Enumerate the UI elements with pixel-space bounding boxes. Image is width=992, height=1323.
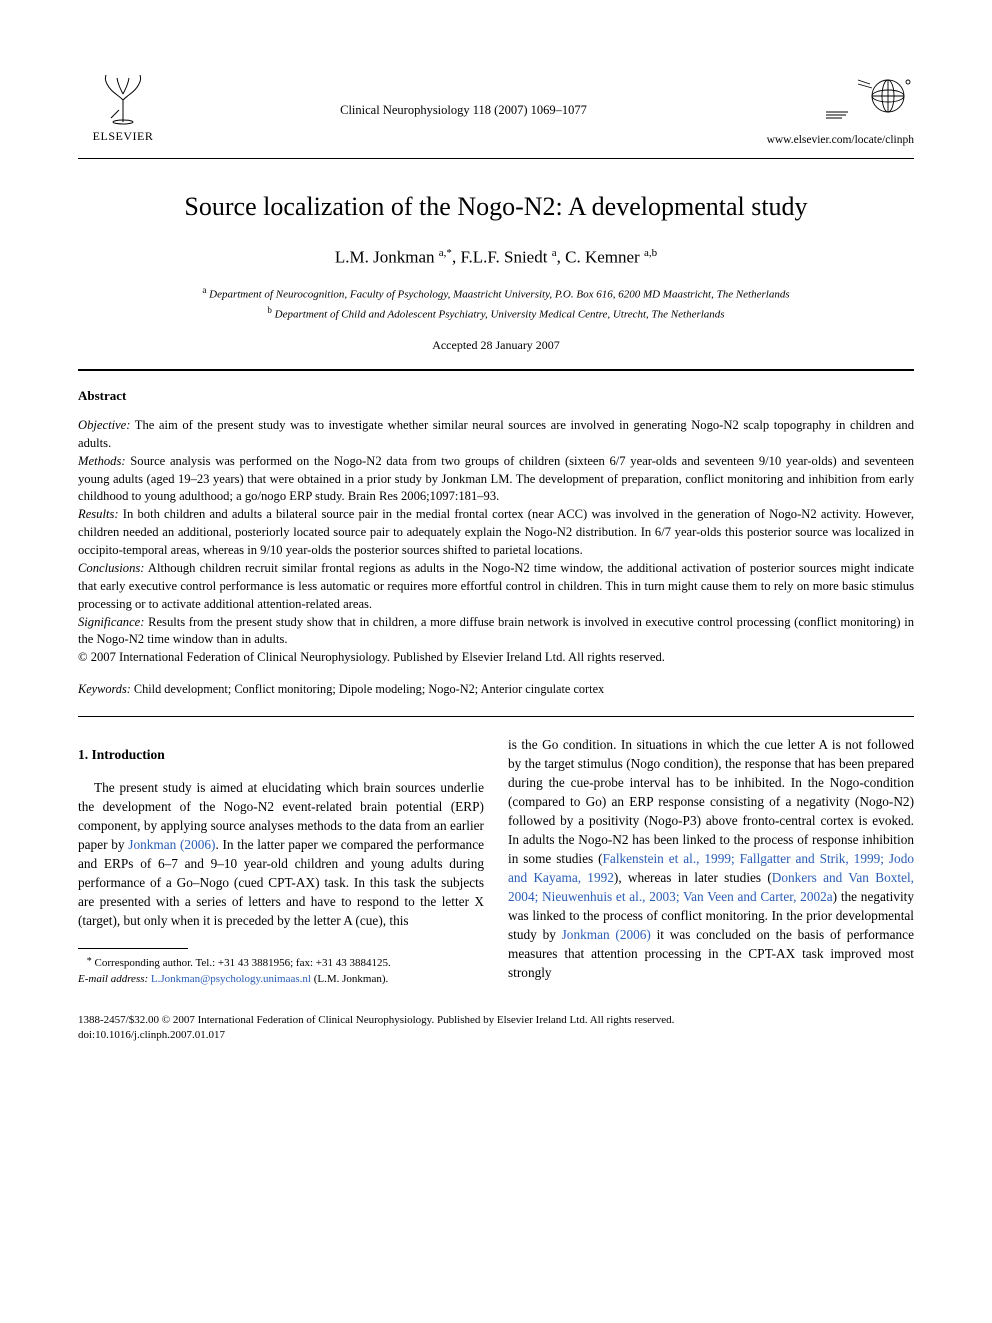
significance-label: Significance: bbox=[78, 615, 144, 629]
affiliation-b-text: Department of Child and Adolescent Psych… bbox=[272, 308, 725, 320]
footnote-tail: (L.M. Jonkman). bbox=[311, 973, 388, 985]
accepted-date: Accepted 28 January 2007 bbox=[78, 337, 914, 353]
publisher-logo: ELSEVIER bbox=[78, 68, 168, 144]
footnote-email[interactable]: L.Jonkman@psychology.unimaas.nl bbox=[148, 973, 311, 985]
top-abstract-rule bbox=[78, 369, 914, 371]
objective-label: Objective: bbox=[78, 418, 130, 432]
elsevier-tree-icon bbox=[93, 70, 153, 126]
author-3: , C. Kemner bbox=[557, 248, 644, 267]
affiliation-a: a Department of Neurocognition, Faculty … bbox=[78, 284, 914, 304]
publisher-name: ELSEVIER bbox=[93, 128, 154, 144]
author-1-sup: a,* bbox=[439, 247, 452, 259]
intro-right-a: is the Go condition. In situations in wh… bbox=[508, 737, 914, 866]
column-left: 1. Introduction The present study is aim… bbox=[78, 735, 484, 987]
results-label: Results: bbox=[78, 507, 119, 521]
intro-paragraph-right: is the Go condition. In situations in wh… bbox=[508, 735, 914, 982]
affiliation-b: b Department of Child and Adolescent Psy… bbox=[78, 304, 914, 324]
page-header: ELSEVIER Clinical Neurophysiology 118 (2… bbox=[78, 68, 914, 148]
footnote-line1: Corresponding author. Tel.: +31 43 38819… bbox=[92, 957, 391, 969]
footnote-email-label: E-mail address: bbox=[78, 973, 148, 985]
keywords-line: Keywords: Child development; Conflict mo… bbox=[78, 681, 914, 698]
column-right: is the Go condition. In situations in wh… bbox=[508, 735, 914, 987]
abstract-conclusions: Conclusions: Although children recruit s… bbox=[78, 560, 914, 614]
conclusions-text: Although children recruit similar fronta… bbox=[78, 561, 914, 611]
page-footer: 1388-2457/$32.00 © 2007 International Fe… bbox=[78, 1013, 914, 1044]
footer-copyright: 1388-2457/$32.00 © 2007 International Fe… bbox=[78, 1013, 914, 1028]
abstract-objective: Objective: The aim of the present study … bbox=[78, 417, 914, 453]
journal-logo-block: www.elsevier.com/locate/clinph bbox=[759, 68, 914, 148]
intro-right-b: ), whereas in later studies ( bbox=[614, 870, 772, 885]
footer-doi: doi:10.1016/j.clinph.2007.01.017 bbox=[78, 1028, 914, 1043]
abstract-block: Abstract Objective: The aim of the prese… bbox=[78, 387, 914, 667]
affiliation-a-text: Department of Neurocognition, Faculty of… bbox=[206, 289, 789, 301]
header-rule bbox=[78, 158, 914, 159]
abstract-heading: Abstract bbox=[78, 387, 914, 405]
conclusions-label: Conclusions: bbox=[78, 561, 144, 575]
ref-jonkman-2006-a[interactable]: Jonkman (2006) bbox=[128, 837, 215, 852]
methods-text: Source analysis was performed on the Nog… bbox=[78, 454, 914, 504]
significance-text: Results from the present study show that… bbox=[78, 615, 914, 647]
intro-paragraph-left: The present study is aimed at elucidatin… bbox=[78, 778, 484, 930]
author-1: L.M. Jonkman bbox=[335, 248, 439, 267]
keywords-text: Child development; Conflict monitoring; … bbox=[131, 682, 604, 696]
ref-jonkman-2006-b[interactable]: Jonkman (2006) bbox=[562, 927, 651, 942]
author-2: , F.L.F. Sniedt bbox=[452, 248, 552, 267]
keywords-rule bbox=[78, 716, 914, 717]
affiliations: a Department of Neurocognition, Faculty … bbox=[78, 284, 914, 323]
abstract-methods: Methods: Source analysis was performed o… bbox=[78, 453, 914, 507]
footnote-rule bbox=[78, 948, 188, 949]
results-text: In both children and adults a bilateral … bbox=[78, 507, 914, 557]
body-columns: 1. Introduction The present study is aim… bbox=[78, 735, 914, 987]
abstract-results: Results: In both children and adults a b… bbox=[78, 506, 914, 560]
author-3-sup: a,b bbox=[644, 247, 657, 259]
article-title: Source localization of the Nogo-N2: A de… bbox=[78, 189, 914, 224]
objective-text: The aim of the present study was to inve… bbox=[78, 418, 914, 450]
authors-line: L.M. Jonkman a,*, F.L.F. Sniedt a, C. Ke… bbox=[78, 246, 914, 270]
methods-label: Methods: bbox=[78, 454, 126, 468]
abstract-copyright: © 2007 International Federation of Clini… bbox=[78, 649, 914, 667]
journal-url: www.elsevier.com/locate/clinph bbox=[759, 133, 914, 149]
abstract-significance: Significance: Results from the present s… bbox=[78, 614, 914, 650]
section-heading-intro: 1. Introduction bbox=[78, 745, 484, 764]
journal-globe-icon bbox=[822, 68, 914, 124]
corresponding-author-footnote: * Corresponding author. Tel.: +31 43 388… bbox=[78, 955, 484, 987]
journal-reference: Clinical Neurophysiology 118 (2007) 1069… bbox=[168, 68, 759, 119]
keywords-label: Keywords: bbox=[78, 682, 131, 696]
